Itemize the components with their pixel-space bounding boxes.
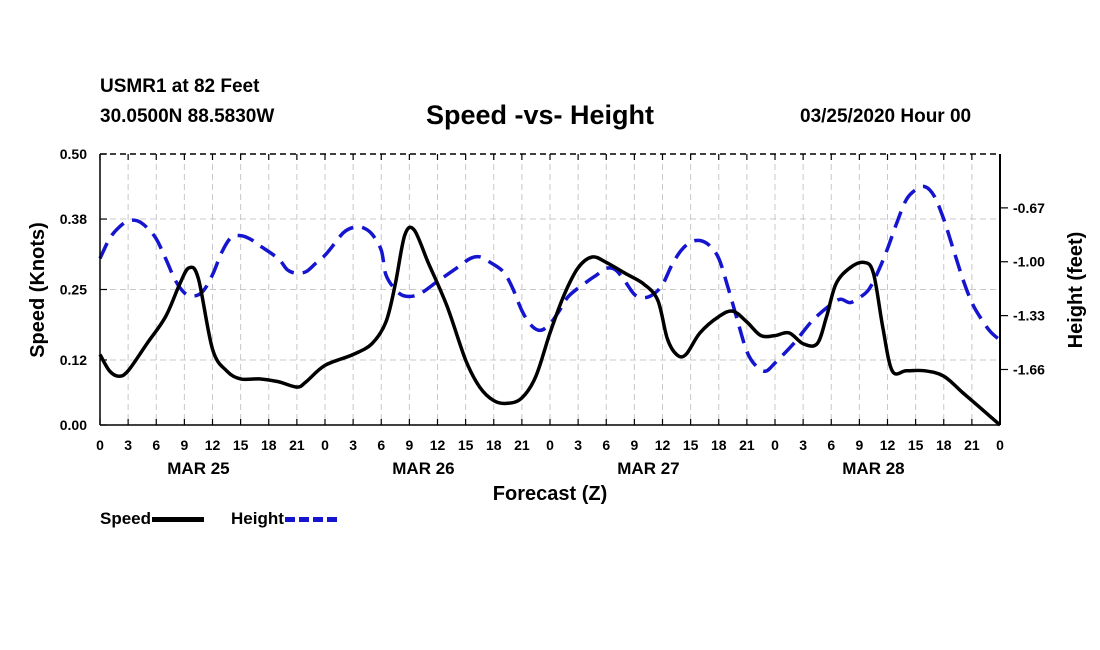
x-tick-label: 0 — [546, 437, 554, 453]
x-tick-label: 12 — [655, 437, 671, 453]
y2-tick-label: -0.67 — [1013, 200, 1045, 216]
y-tick-label: 0.50 — [60, 146, 87, 162]
series-line-height — [98, 184, 1002, 373]
x-tick-label: 6 — [602, 437, 610, 453]
x-tick-label: 15 — [908, 437, 924, 453]
x-tick-label: 0 — [771, 437, 779, 453]
legend-height-swatch — [284, 516, 337, 522]
series-line-speed — [98, 225, 1002, 427]
y-axis-title: Speed (Knots) — [27, 222, 49, 358]
x-tick-label: 18 — [261, 437, 277, 453]
legend-height-label: Height — [231, 509, 284, 528]
forecast-date: 03/25/2020 Hour 00 — [800, 106, 972, 127]
x-tick-label: 18 — [711, 437, 727, 453]
x-tick-label: 15 — [233, 437, 249, 453]
legend-speed-label: Speed — [100, 509, 152, 528]
day-label: MAR 27 — [617, 459, 679, 478]
station-coords: 30.0500N 88.5830W — [100, 106, 275, 127]
y2-tick-label: -1.33 — [1013, 308, 1045, 324]
x-tick-label: 0 — [321, 437, 329, 453]
x-tick-label: 6 — [152, 437, 160, 453]
legend-height: Height — [231, 508, 337, 530]
x-tick-label: 9 — [180, 437, 188, 453]
x-tick-label: 21 — [739, 437, 755, 453]
y2-tick-label: -1.66 — [1013, 361, 1045, 377]
x-tick-label: 12 — [880, 437, 896, 453]
x-tick-label: 0 — [996, 437, 1004, 453]
day-label: MAR 28 — [842, 459, 904, 478]
x-tick-label: 9 — [630, 437, 638, 453]
x-tick-label: 21 — [964, 437, 980, 453]
y-tick-label: 0.25 — [60, 282, 87, 298]
y-tick-label: 0.00 — [60, 417, 87, 433]
x-tick-label: 3 — [124, 437, 132, 453]
y2-tick-label: -1.00 — [1013, 254, 1045, 270]
day-label: MAR 25 — [167, 459, 229, 478]
x-tick-label: 6 — [827, 437, 835, 453]
x-tick-label: 12 — [205, 437, 221, 453]
x-tick-label: 15 — [458, 437, 474, 453]
y-tick-label: 0.38 — [60, 211, 87, 227]
x-tick-label: 15 — [683, 437, 699, 453]
x-tick-label: 6 — [377, 437, 385, 453]
x-tick-label: 21 — [514, 437, 530, 453]
x-tick-label: 9 — [405, 437, 413, 453]
y2-axis-title: Height (feet) — [1065, 232, 1087, 349]
chart-title: Speed -vs- Height — [426, 100, 655, 130]
x-axis-title: Forecast (Z) — [493, 483, 607, 505]
x-tick-label: 12 — [430, 437, 446, 453]
x-tick-label: 18 — [936, 437, 952, 453]
x-tick-label: 18 — [486, 437, 502, 453]
legend-speed: Speed — [100, 508, 205, 530]
day-label: MAR 26 — [392, 459, 454, 478]
x-tick-label: 21 — [289, 437, 305, 453]
x-tick-label: 3 — [799, 437, 807, 453]
x-tick-label: 0 — [96, 437, 104, 453]
x-tick-label: 3 — [574, 437, 582, 453]
station-title: USMR1 at 82 Feet — [100, 76, 260, 97]
legend-speed-swatch — [152, 516, 205, 522]
x-tick-label: 9 — [855, 437, 863, 453]
x-tick-label: 3 — [349, 437, 357, 453]
y-tick-label: 0.12 — [60, 352, 87, 368]
